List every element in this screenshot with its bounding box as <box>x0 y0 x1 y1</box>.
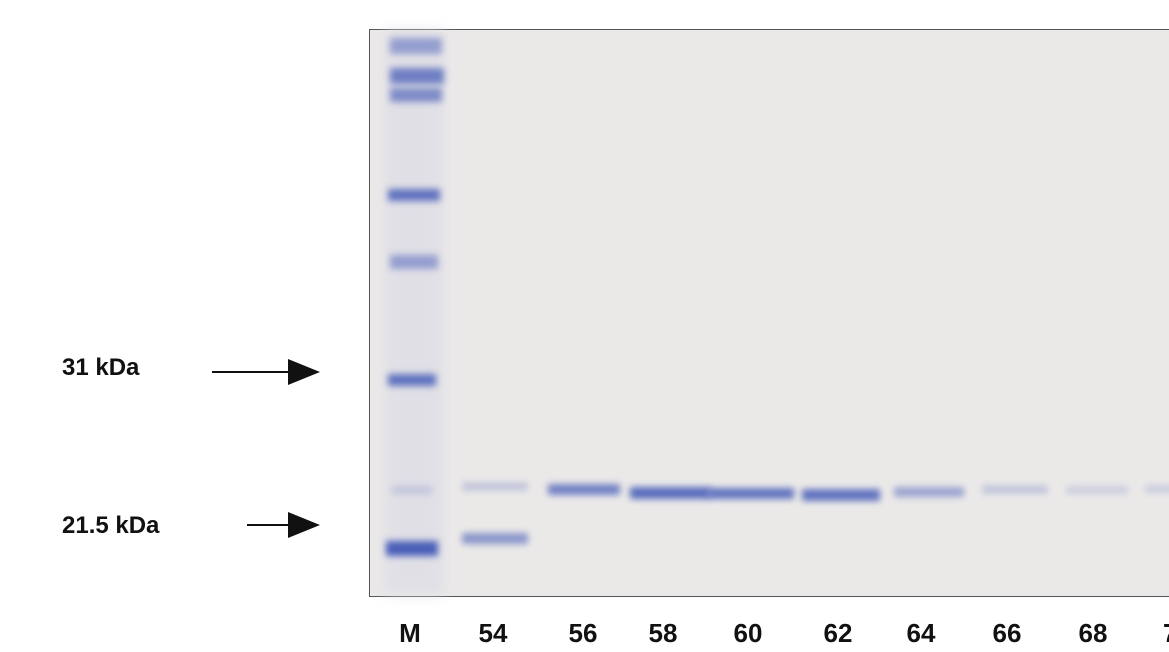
lane-label: 58 <box>649 618 678 648</box>
arrow-head <box>288 512 320 538</box>
arrow-head <box>288 359 320 385</box>
mw-markers: 31 kDa 21.5 kDa <box>62 354 320 539</box>
page: {"marker_labels": ["31 kDa", "21.5 kDa"]… <box>0 0 1169 652</box>
lane-labels: M 54 56 58 60 62 64 66 68 7 <box>399 618 1169 648</box>
lane-label: 60 <box>734 618 763 648</box>
mw-label: 31 kDa <box>62 354 140 381</box>
mw-label: 21.5 kDa <box>62 512 160 539</box>
marker-lane <box>384 30 444 595</box>
gel <box>370 30 1169 597</box>
gel-figure: 31 kDa 21.5 kDa M 54 56 58 60 62 64 66 68 7 <box>0 0 1169 652</box>
lane-label: M <box>399 618 421 648</box>
lane-label: 66 <box>993 618 1022 648</box>
lane-label: 7 <box>1163 618 1169 648</box>
lane-label: 62 <box>824 618 853 648</box>
lane-label: 56 <box>569 618 598 648</box>
lane-label: 54 <box>479 618 508 648</box>
lane-label: 64 <box>907 618 936 648</box>
lane-label: 68 <box>1079 618 1108 648</box>
